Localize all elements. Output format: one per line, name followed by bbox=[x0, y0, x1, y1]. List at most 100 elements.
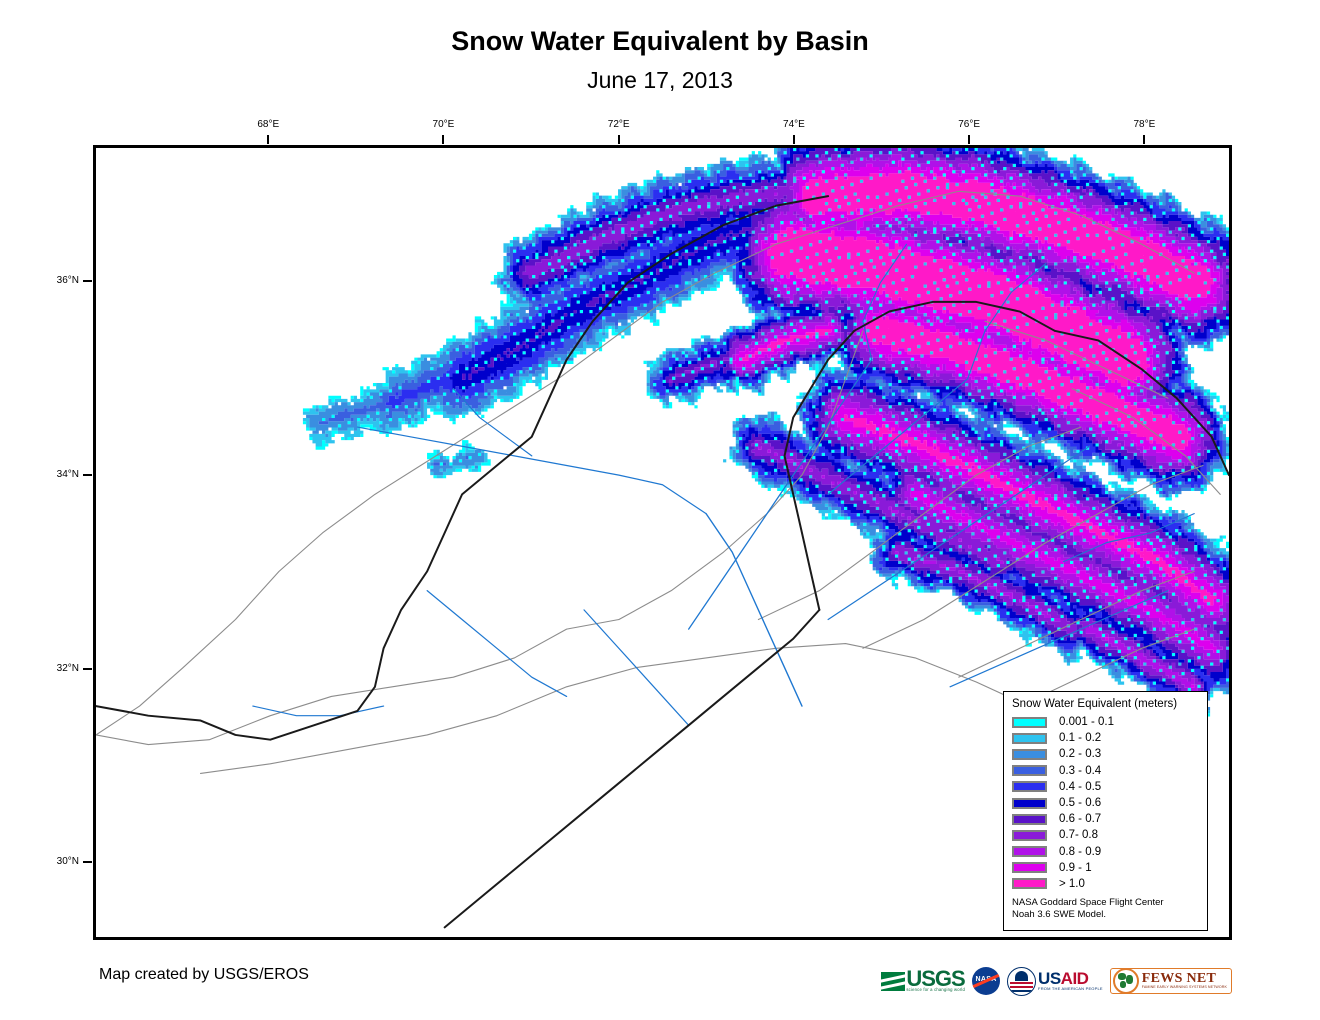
usaid-word-aid: AID bbox=[1060, 969, 1089, 989]
title-block: Snow Water Equivalent by Basin June 17, … bbox=[0, 28, 1320, 92]
usgs-logo[interactable]: USGS science for a changing world bbox=[881, 964, 966, 998]
fews-wordmark: FEWS NET bbox=[1141, 970, 1217, 986]
usaid-wordmark: USAID bbox=[1038, 969, 1103, 989]
legend-row: 0.7- 0.8 bbox=[1012, 827, 1199, 843]
page-subtitle: June 17, 2013 bbox=[587, 67, 733, 93]
x-tick-label: 76°E bbox=[958, 119, 981, 130]
usaid-logo[interactable]: USAID FROM THE AMERICAN PEOPLE bbox=[1007, 964, 1103, 998]
river bbox=[1062, 513, 1195, 563]
legend-class-label: 0.2 - 0.3 bbox=[1059, 748, 1102, 761]
legend-color-swatch bbox=[1012, 862, 1047, 874]
page-title: Snow Water Equivalent by Basin bbox=[451, 26, 869, 56]
y-tick-label: 34°N bbox=[56, 468, 79, 480]
x-tick-mark bbox=[442, 135, 445, 144]
river-indus bbox=[705, 512, 803, 707]
fews-logo[interactable]: FEWS NET FAMINE EARLY WARNING SYSTEMS NE… bbox=[1109, 964, 1232, 998]
legend-color-swatch bbox=[1012, 813, 1047, 825]
river bbox=[862, 243, 908, 361]
legend-row: 0.001 - 0.1 bbox=[1012, 714, 1199, 730]
legend-color-swatch bbox=[1012, 732, 1047, 744]
river bbox=[252, 705, 385, 717]
fews-globe-land-2 bbox=[1125, 975, 1133, 984]
basin-boundary bbox=[984, 320, 1169, 399]
fews-globe-land-1 bbox=[1117, 973, 1126, 980]
nasa-logo[interactable]: NASA bbox=[972, 964, 1001, 998]
snow-class-10 bbox=[742, 170, 1217, 606]
legend-class-label: 0.5 - 0.6 bbox=[1059, 797, 1102, 810]
basin-boundary bbox=[862, 464, 1204, 649]
usgs-wordmark: USGS bbox=[906, 965, 965, 991]
river bbox=[967, 262, 1047, 380]
legend-class-label: 0.1 - 0.2 bbox=[1059, 732, 1102, 745]
river bbox=[949, 590, 1169, 688]
country-border bbox=[1053, 329, 1229, 477]
legend-color-swatch bbox=[1012, 878, 1047, 890]
legend-row: > 1.0 bbox=[1012, 876, 1199, 892]
legend-color-swatch bbox=[1012, 748, 1047, 760]
legend-class-label: 0.3 - 0.4 bbox=[1059, 764, 1102, 777]
x-tick-label: 70°E bbox=[432, 119, 455, 130]
fews-tagline: FAMINE EARLY WARNING SYSTEMS NETWORK bbox=[1141, 984, 1227, 989]
usaid-band-2 bbox=[1010, 985, 1034, 988]
basin-boundary bbox=[96, 339, 611, 736]
legend-row: 0.5 - 0.6 bbox=[1012, 795, 1199, 811]
snow-class-9 bbox=[732, 160, 1223, 688]
x-tick-mark bbox=[792, 135, 795, 144]
usaid-band-1 bbox=[1010, 981, 1034, 984]
legend-color-swatch bbox=[1012, 716, 1047, 728]
basin-boundary bbox=[618, 330, 864, 621]
basin-boundary bbox=[96, 618, 620, 746]
legend-class-label: 0.7- 0.8 bbox=[1059, 829, 1098, 842]
legend-row: 0.9 - 1 bbox=[1012, 860, 1199, 876]
legend-color-swatch bbox=[1012, 846, 1047, 858]
legend-color-swatch bbox=[1012, 765, 1047, 777]
usaid-tagline: FROM THE AMERICAN PEOPLE bbox=[1038, 985, 1103, 991]
y-tick-mark bbox=[83, 279, 92, 282]
legend-class-label: 0.4 - 0.5 bbox=[1059, 780, 1102, 793]
y-tick-mark bbox=[83, 861, 92, 864]
legend-row: 0.8 - 0.9 bbox=[1012, 844, 1199, 860]
legend-color-swatch bbox=[1012, 781, 1047, 793]
map-frame[interactable] bbox=[93, 145, 1232, 940]
country-border bbox=[783, 300, 1056, 611]
usaid-word-us: US bbox=[1038, 969, 1061, 989]
legend-row: 0.2 - 0.3 bbox=[1012, 746, 1199, 762]
x-tick-label: 68°E bbox=[257, 119, 280, 130]
fews-globe-icon bbox=[1112, 968, 1139, 994]
basin-boundary bbox=[958, 570, 1195, 678]
basin-boundary bbox=[609, 190, 1195, 341]
legend-class-label: 0.9 - 1 bbox=[1059, 861, 1092, 874]
snow-raster-layer bbox=[302, 148, 1229, 717]
y-tick-label: 30°N bbox=[56, 856, 79, 868]
river bbox=[583, 609, 690, 726]
river bbox=[827, 378, 969, 495]
legend-row: 0.1 - 0.2 bbox=[1012, 730, 1199, 746]
legend-row: 0.4 - 0.5 bbox=[1012, 779, 1199, 795]
map-canvas bbox=[96, 148, 1229, 937]
usaid-band-3 bbox=[1010, 989, 1034, 992]
basin-boundary bbox=[757, 426, 1082, 621]
usgs-tagline: science for a changing world bbox=[906, 987, 966, 993]
vector-boundaries-layer bbox=[96, 190, 1229, 929]
x-tick-mark bbox=[267, 135, 270, 144]
legend-class-label: 0.001 - 0.1 bbox=[1059, 716, 1114, 729]
legend-class-label: > 1.0 bbox=[1059, 877, 1085, 890]
fews-globe-land-3 bbox=[1119, 981, 1126, 988]
y-tick-label: 36°N bbox=[56, 274, 79, 286]
snow-class-5 bbox=[449, 148, 1229, 704]
logo-bar: USGS science for a changing world NASA U… bbox=[881, 962, 1232, 1000]
x-tick-mark bbox=[968, 135, 971, 144]
legend-source-line1: NASA Goddard Space Flight Center bbox=[1012, 897, 1164, 909]
fews-logo-box: FEWS NET FAMINE EARLY WARNING SYSTEMS NE… bbox=[1109, 968, 1232, 994]
legend-source-line2: Noah 3.6 SWE Model. bbox=[1012, 908, 1106, 920]
legend-class-label: 0.6 - 0.7 bbox=[1059, 813, 1102, 826]
legend-color-swatch bbox=[1012, 797, 1047, 809]
legend-source-note: NASA Goddard Space Flight Center Noah 3.… bbox=[1012, 897, 1199, 921]
country-border bbox=[96, 195, 830, 741]
river bbox=[426, 590, 568, 698]
snow-class-8 bbox=[732, 154, 1229, 692]
y-tick-label: 32°N bbox=[56, 662, 79, 674]
river bbox=[356, 426, 707, 515]
nasa-meatball-icon: NASA bbox=[972, 967, 1001, 995]
legend-title: Snow Water Equivalent (meters) bbox=[1012, 698, 1178, 710]
